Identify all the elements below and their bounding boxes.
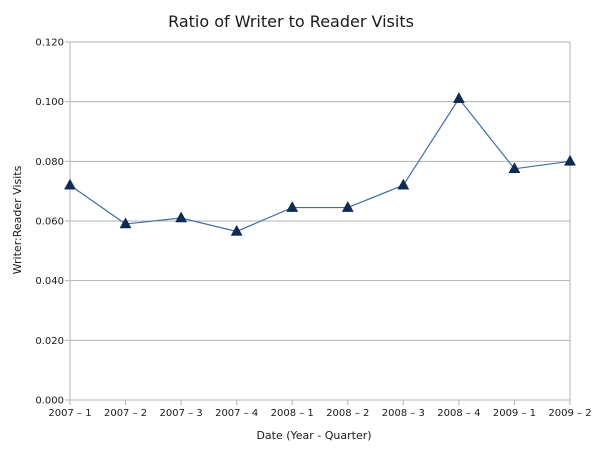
x-tick-label: 2007 – 2 (104, 408, 147, 419)
y-axis-label: Writer:Reader Visits (11, 165, 24, 274)
x-tick-label: 2008 – 2 (326, 408, 369, 419)
x-tick-label: 2008 – 1 (271, 408, 314, 419)
series-line (69, 97, 571, 233)
y-tick-label: 0.020 (35, 336, 64, 347)
series (64, 92, 576, 236)
x-tick-labels: 2007 – 1 2007 – 2 2007 – 3 2007 – 4 2008 – 1… (48, 408, 591, 419)
x-tick-label: 2009 – 1 (493, 408, 536, 419)
gridlines (70, 41, 570, 401)
data-point-marker (64, 178, 76, 190)
y-tick-label: 0.040 (35, 276, 64, 287)
x-tick-label: 2007 – 3 (160, 408, 203, 419)
data-point-marker (564, 154, 576, 166)
data-point-marker (508, 162, 521, 174)
x-tick-label: 2008 – 3 (382, 408, 425, 419)
data-point-marker (175, 211, 188, 223)
x-tick-label: 2007 – 1 (48, 408, 91, 419)
data-point-marker (286, 201, 299, 212)
data-point-marker (230, 224, 243, 236)
y-tick-label: 0.080 (35, 157, 64, 168)
data-point-marker (452, 92, 465, 103)
y-tick-label: 0.120 (35, 38, 64, 49)
y-tick-label: 0.000 (35, 396, 64, 407)
y-tick-labels: 0.000 0.020 0.040 0.060 0.080 0.100 0.120 (35, 38, 64, 407)
y-tick-label: 0.100 (35, 97, 64, 108)
axes (65, 41, 571, 405)
chart-title: Ratio of Writer to Reader Visits (168, 12, 414, 31)
x-tick-label: 2008 – 4 (437, 408, 480, 419)
data-point-marker (397, 178, 410, 190)
data-point-marker (341, 201, 354, 212)
x-axis-label: Date (Year - Quarter) (256, 429, 371, 442)
data-point-marker (119, 217, 132, 229)
x-tick-label: 2009 – 2 (548, 408, 591, 419)
x-tick-label: 2007 – 4 (215, 408, 258, 419)
y-tick-label: 0.060 (35, 217, 64, 228)
